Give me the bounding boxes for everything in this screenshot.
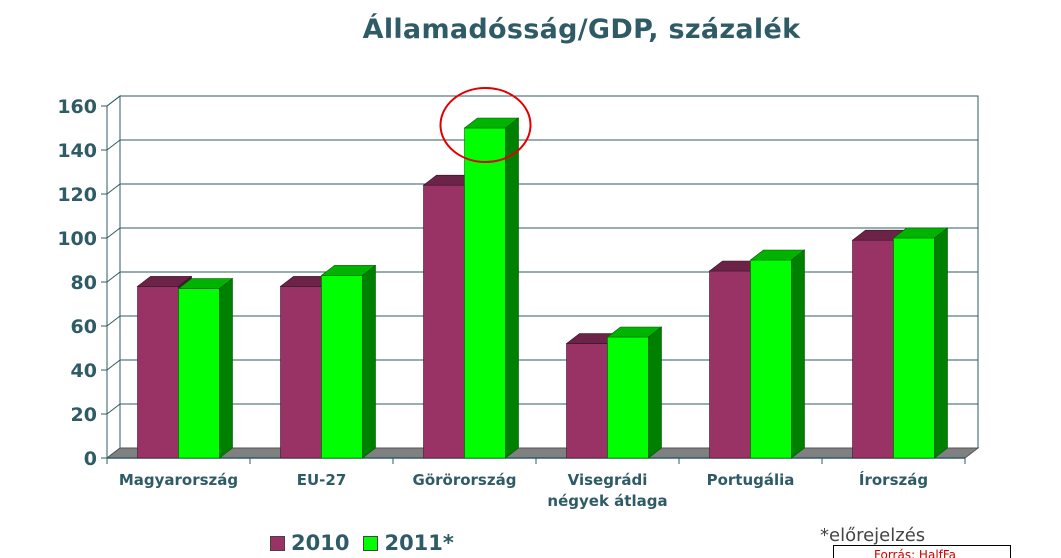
bar-2011-5-top [892,227,949,239]
bar-2010-2 [423,184,465,459]
x-tick-label: Görörország [413,471,517,489]
bar-2011-1-top [320,265,377,276]
bar-2011-1-side [362,264,376,459]
bar-2011-4-side [791,249,805,459]
y-tick-label: 100 [57,228,97,250]
x-tick-label: Írország [859,470,928,489]
gridline [106,227,978,239]
source-label: Forrás: HalfFa [874,548,957,558]
bar-2010-4 [709,270,751,459]
bar-2010-0 [137,286,179,459]
legend-label-2010: 2010 [291,531,350,555]
bar-2011-3-side [648,326,662,459]
bar-2011-3 [607,336,649,459]
legend-label-2011: 2011* [384,531,454,555]
y-tick-label: 160 [57,96,97,118]
bar-2010-0-top [136,276,193,287]
highlight-circle [439,87,532,163]
bar-2011-2 [464,127,506,459]
x-tick-label: Portugália [707,471,795,489]
bar-2010-5 [852,239,894,459]
legend-item-2011: 2011* [363,531,454,555]
y-tick-label: 60 [71,316,97,338]
y-tick-label: 20 [71,404,97,426]
legend: 2010 2011* [270,531,468,555]
bar-2010-3 [566,343,608,459]
y-tick-label: 120 [57,184,97,206]
gridline [106,403,978,415]
x-tick-label: Magyarország [119,471,238,489]
gridline [106,315,978,327]
legend-swatch-2010 [270,535,285,551]
gridline [106,139,978,151]
y-tick-label: 40 [71,360,97,382]
y-tick-label: 140 [57,140,97,162]
gridline [106,95,978,107]
x-tick-label: Visegrádi [568,471,648,489]
x-tick-label: EU-27 [297,471,347,489]
legend-item-2010: 2010 [270,531,349,555]
bar-2011-4 [750,259,792,459]
bar-2011-2-top [463,117,520,129]
bar-2011-4-top [749,249,806,261]
gridline [106,183,978,195]
bar-2011-5 [893,237,935,459]
forecast-footnote: *előrejelzés [820,525,926,546]
bar-2011-3-top [606,326,663,338]
x-tick-label: négyek átlaga [547,492,667,510]
bar-2011-0-side [219,277,233,459]
bar-2011-1 [321,275,363,459]
chart-title: Államadósság/GDP, százalék [362,14,801,45]
bar-2011-2-side [505,117,519,459]
bar-2010-1 [280,286,322,459]
bar-2011-0-top [177,278,234,289]
bar-2011-0 [178,288,220,459]
plot-floor [105,447,980,459]
legend-swatch-2011 [363,535,379,551]
gridline [106,271,978,283]
y-tick-label: 0 [84,448,97,470]
y-tick-label: 80 [71,272,97,294]
source-box: Forrás: HalfFa [833,545,1011,558]
bar-2011-5-side [934,227,948,459]
gridline [106,359,978,371]
